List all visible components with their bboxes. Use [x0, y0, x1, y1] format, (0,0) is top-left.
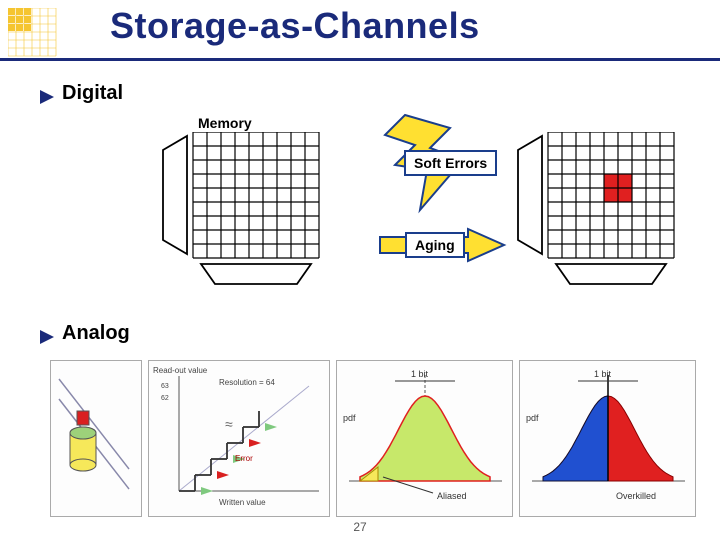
svg-text:1 bit: 1 bit: [594, 369, 612, 379]
callout-soft-errors: Soft Errors: [404, 150, 497, 176]
section-digital-label: Digital: [62, 82, 123, 105]
memory-label: Memory: [198, 115, 252, 131]
svg-text:Resolution = 64: Resolution = 64: [219, 378, 275, 387]
section-analog-label: Analog: [62, 322, 130, 345]
svg-text:63: 63: [161, 383, 169, 390]
svg-text:Error: Error: [235, 454, 253, 463]
memory-block-left: [155, 132, 355, 317]
svg-text:pdf: pdf: [343, 413, 356, 423]
analog-panel-bell-aliased: 1 bit pdf Aliased: [336, 360, 513, 517]
page-number: 27: [353, 520, 366, 534]
svg-text:pdf: pdf: [526, 413, 539, 423]
bullet-icon: [40, 87, 54, 101]
section-digital: Digital: [40, 82, 123, 105]
analog-figures: Read-out value Written value Resolution = …: [50, 360, 696, 517]
svg-text:Written value: Written value: [219, 498, 266, 507]
section-analog: Analog: [40, 322, 130, 345]
analog-panel-steps: Read-out value Written value Resolution = …: [148, 360, 330, 517]
svg-text:1 bit: 1 bit: [411, 369, 429, 379]
memory-block-right: [510, 132, 710, 317]
svg-text:62: 62: [161, 395, 169, 402]
svg-text:Overkilled: Overkilled: [616, 491, 656, 501]
analog-panel-bell-overkilled: 1 bit pdf Overkilled: [519, 360, 696, 517]
analog-panel-cylinder: [50, 360, 142, 517]
slide-title-wrap: Storage-as-Channels: [110, 5, 480, 47]
callout-aging: Aging: [405, 232, 465, 258]
bullet-icon: [40, 327, 54, 341]
slide-title: Storage-as-Channels: [110, 5, 480, 47]
svg-text:≈: ≈: [225, 416, 233, 432]
svg-text:Aliased: Aliased: [437, 491, 467, 501]
title-underline: [0, 58, 720, 61]
svg-text:Read-out value: Read-out value: [153, 366, 208, 375]
